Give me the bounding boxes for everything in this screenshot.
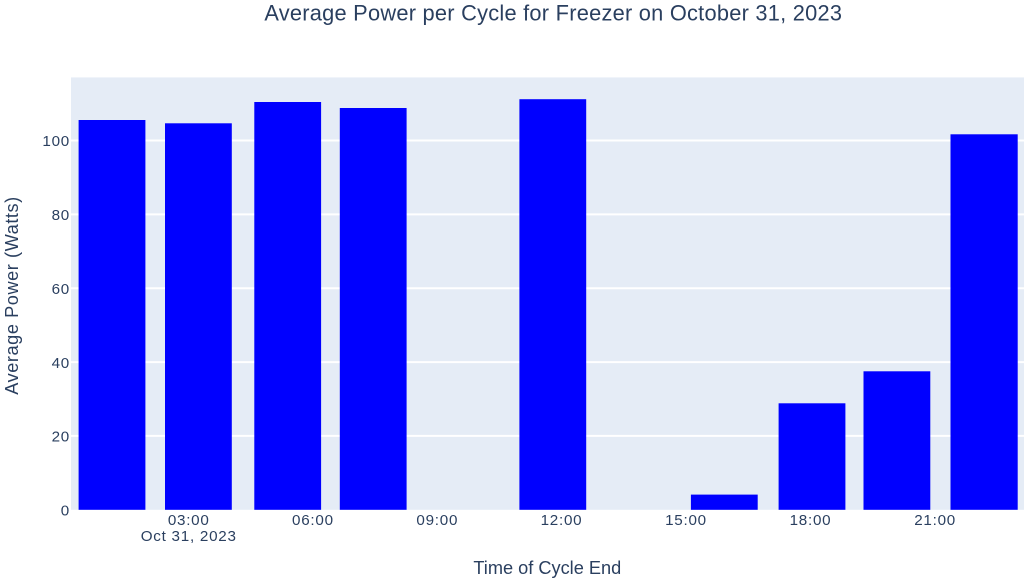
- svg-text:Average Power (Watts): Average Power (Watts): [2, 196, 22, 395]
- svg-text:Oct 31, 2023: Oct 31, 2023: [141, 528, 237, 545]
- svg-text:80: 80: [52, 207, 70, 224]
- svg-text:20: 20: [52, 429, 70, 446]
- svg-text:0: 0: [61, 502, 70, 519]
- svg-text:100: 100: [42, 133, 70, 150]
- svg-text:40: 40: [52, 355, 70, 372]
- svg-text:18:00: 18:00: [790, 512, 832, 529]
- svg-text:09:00: 09:00: [416, 512, 458, 529]
- svg-text:Average Power per Cycle for Fr: Average Power per Cycle for Freezer on O…: [264, 1, 842, 26]
- svg-text:06:00: 06:00: [292, 512, 334, 529]
- svg-text:03:00: 03:00: [168, 512, 210, 529]
- svg-text:12:00: 12:00: [541, 512, 583, 529]
- svg-text:21:00: 21:00: [914, 512, 956, 529]
- svg-text:Time of Cycle End: Time of Cycle End: [473, 558, 621, 578]
- svg-text:15:00: 15:00: [665, 512, 707, 529]
- svg-text:60: 60: [52, 281, 70, 298]
